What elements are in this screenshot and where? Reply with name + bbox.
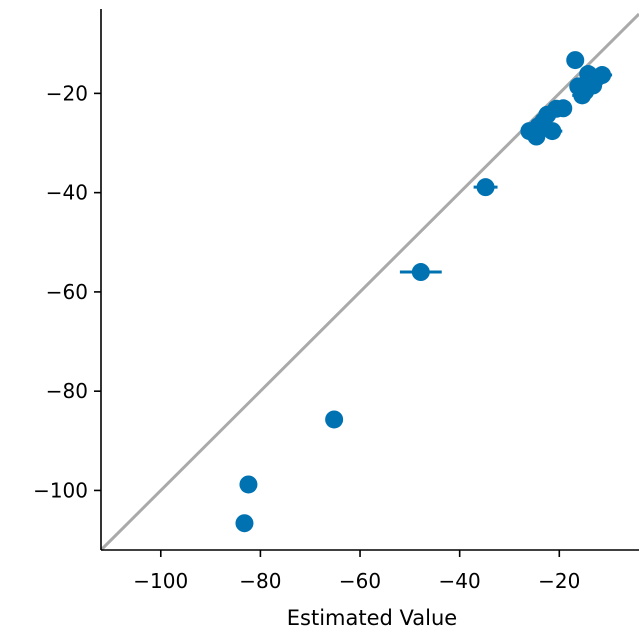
x-tick-label: −40 (439, 569, 481, 593)
x-tick-label: −60 (339, 569, 381, 593)
x-axis-ticks: −100 −80 −60 −40 −20 (133, 550, 580, 593)
point-marker (554, 99, 573, 118)
data-points (235, 51, 613, 533)
identity-line (99, 12, 639, 552)
data-point (554, 99, 573, 118)
y-tick-label: −100 (33, 478, 88, 502)
x-tick-label: −100 (133, 569, 188, 593)
data-point (542, 122, 563, 141)
data-point (592, 66, 613, 85)
point-marker (325, 410, 344, 429)
data-point (399, 263, 442, 282)
data-point (566, 51, 585, 70)
y-tick-label: −80 (46, 379, 88, 403)
y-tick-label: −60 (46, 280, 88, 304)
data-point (325, 410, 344, 429)
y-tick-label: −40 (46, 181, 88, 205)
point-marker (235, 514, 254, 533)
data-point (235, 514, 254, 533)
point-marker (476, 178, 495, 197)
point-marker (566, 51, 585, 70)
x-tick-label: −80 (239, 569, 281, 593)
data-point (473, 178, 498, 197)
point-marker (239, 475, 258, 494)
x-tick-label: −20 (538, 569, 580, 593)
point-marker (543, 122, 562, 141)
point-marker (411, 263, 430, 282)
point-marker (593, 66, 612, 85)
y-axis-ticks: −100 −80 −60 −40 −20 (33, 81, 101, 502)
x-axis-title: Estimated Value (287, 606, 457, 630)
data-point (239, 475, 258, 494)
y-tick-label: −20 (46, 81, 88, 105)
